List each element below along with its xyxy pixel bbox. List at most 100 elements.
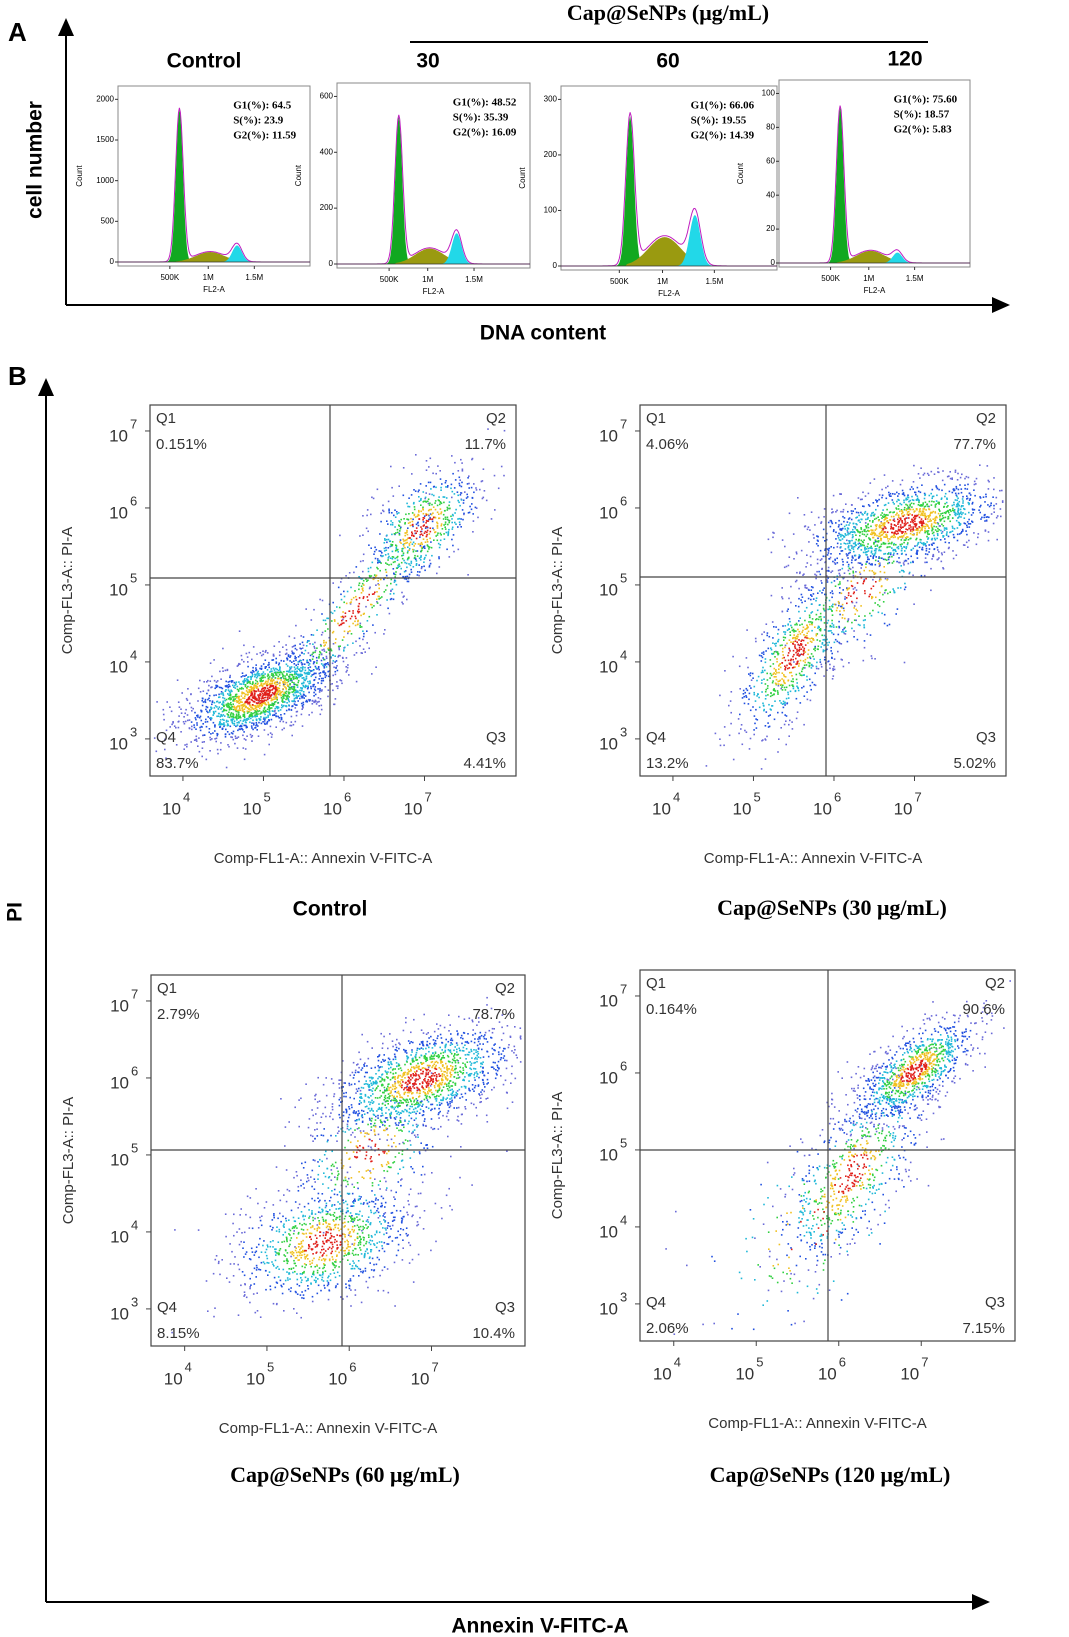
dot bbox=[957, 516, 960, 519]
dot bbox=[358, 610, 361, 613]
dot bbox=[846, 589, 849, 591]
dot bbox=[432, 516, 435, 519]
dot bbox=[284, 686, 286, 688]
dot bbox=[285, 687, 287, 689]
dot bbox=[440, 489, 442, 491]
dot bbox=[285, 648, 288, 651]
dot bbox=[753, 733, 755, 736]
dot bbox=[209, 717, 211, 720]
dot bbox=[772, 536, 774, 539]
dot bbox=[778, 680, 781, 682]
dot bbox=[383, 547, 386, 550]
dot bbox=[210, 708, 212, 710]
dot bbox=[275, 662, 278, 664]
dot bbox=[931, 497, 933, 500]
dot bbox=[424, 541, 427, 543]
quadrant-name: Q1 bbox=[156, 410, 176, 427]
dot bbox=[808, 664, 811, 667]
dot bbox=[349, 630, 351, 632]
dot bbox=[957, 517, 959, 519]
dot bbox=[273, 687, 276, 690]
dot bbox=[860, 543, 862, 545]
dot bbox=[788, 597, 790, 600]
dot bbox=[935, 503, 937, 505]
dot bbox=[373, 550, 376, 553]
dot bbox=[324, 619, 327, 622]
dot bbox=[438, 496, 440, 498]
dot bbox=[229, 692, 231, 695]
dot bbox=[784, 646, 786, 649]
dot bbox=[369, 586, 371, 589]
dot bbox=[252, 682, 254, 684]
dot bbox=[933, 521, 936, 524]
dot bbox=[441, 528, 444, 530]
dot bbox=[481, 497, 484, 500]
dot bbox=[410, 568, 412, 571]
dot bbox=[323, 670, 325, 672]
dot bbox=[758, 696, 760, 699]
dot bbox=[463, 512, 465, 515]
dot bbox=[926, 535, 928, 538]
dot bbox=[295, 670, 297, 673]
dot bbox=[264, 702, 266, 704]
plot-frame bbox=[149, 404, 517, 777]
dot bbox=[957, 492, 960, 495]
dot bbox=[883, 542, 886, 545]
dot bbox=[948, 490, 951, 493]
dot bbox=[226, 713, 229, 715]
dot bbox=[893, 589, 895, 592]
dot bbox=[273, 693, 276, 696]
dot bbox=[311, 699, 314, 702]
stat-label: G2(%): 5.83 bbox=[894, 124, 953, 136]
dot bbox=[956, 499, 958, 502]
dot bbox=[861, 533, 864, 535]
dot bbox=[931, 500, 933, 503]
dot bbox=[777, 711, 779, 714]
dot bbox=[316, 659, 318, 662]
dot bbox=[282, 680, 284, 683]
dot bbox=[281, 728, 284, 731]
dot bbox=[330, 656, 332, 658]
dot bbox=[944, 502, 946, 505]
dot bbox=[267, 690, 269, 692]
dot bbox=[398, 534, 401, 536]
dot bbox=[954, 492, 957, 495]
dot bbox=[334, 655, 336, 657]
dot bbox=[437, 465, 439, 467]
dot bbox=[888, 552, 890, 554]
dot bbox=[337, 622, 339, 625]
dot bbox=[460, 526, 462, 528]
dot bbox=[903, 541, 905, 544]
dot bbox=[849, 540, 851, 542]
dot bbox=[271, 703, 274, 706]
dot bbox=[210, 733, 212, 735]
dot bbox=[413, 501, 415, 504]
dot bbox=[406, 538, 408, 541]
dot bbox=[842, 577, 845, 580]
dot bbox=[959, 523, 961, 525]
dot bbox=[846, 554, 849, 556]
dot bbox=[232, 708, 235, 711]
dot bbox=[327, 647, 330, 650]
dot bbox=[162, 713, 165, 716]
dot bbox=[228, 705, 231, 707]
dot bbox=[324, 664, 327, 666]
dot bbox=[885, 516, 887, 519]
dot bbox=[426, 531, 428, 534]
dot bbox=[248, 708, 251, 710]
dot bbox=[793, 630, 796, 632]
dot bbox=[247, 685, 249, 688]
dot bbox=[230, 712, 233, 714]
dot bbox=[898, 493, 900, 495]
dot bbox=[269, 689, 271, 691]
dot bbox=[275, 684, 277, 686]
dot bbox=[813, 648, 815, 650]
dot bbox=[291, 650, 293, 652]
dot bbox=[912, 499, 915, 502]
dot bbox=[301, 647, 304, 649]
dot bbox=[803, 634, 805, 636]
dot bbox=[309, 659, 311, 661]
dot bbox=[238, 709, 240, 711]
dot bbox=[347, 664, 349, 666]
dot bbox=[882, 509, 884, 511]
